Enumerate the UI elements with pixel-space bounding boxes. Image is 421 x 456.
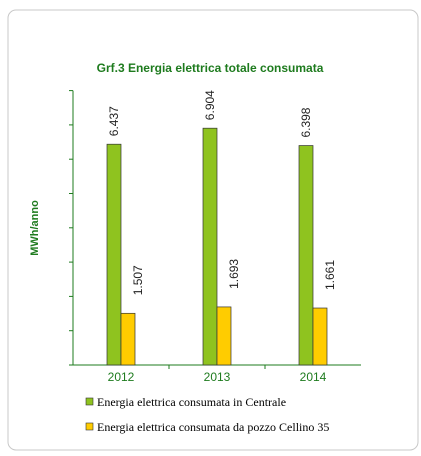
value-label: 6.398 [299, 107, 313, 137]
bar [216, 306, 232, 366]
bar [106, 143, 122, 366]
bar [298, 145, 314, 366]
value-label: 6.437 [107, 106, 121, 136]
bar [312, 307, 328, 366]
y-axis-label: MWh/anno [29, 200, 41, 256]
value-label: 1.507 [131, 265, 145, 295]
x-tick-label: 2013 [204, 370, 231, 384]
legend-swatch [85, 422, 94, 431]
value-label: 1.693 [227, 259, 241, 289]
value-label: 6.904 [203, 90, 217, 120]
legend-swatch [85, 397, 94, 406]
x-tick-label: 2012 [108, 370, 135, 384]
legend-label: Energia elettrica consumata da pozzo Cel… [97, 420, 329, 434]
chart-title: Grf.3 Energia elettrica totale consumata [97, 61, 324, 75]
x-tick-label: 2014 [300, 370, 327, 384]
bar [120, 312, 136, 366]
legend-label: Energia elettrica consumata in Centrale [97, 395, 286, 409]
bar [202, 127, 218, 366]
value-label: 1.661 [323, 260, 337, 290]
